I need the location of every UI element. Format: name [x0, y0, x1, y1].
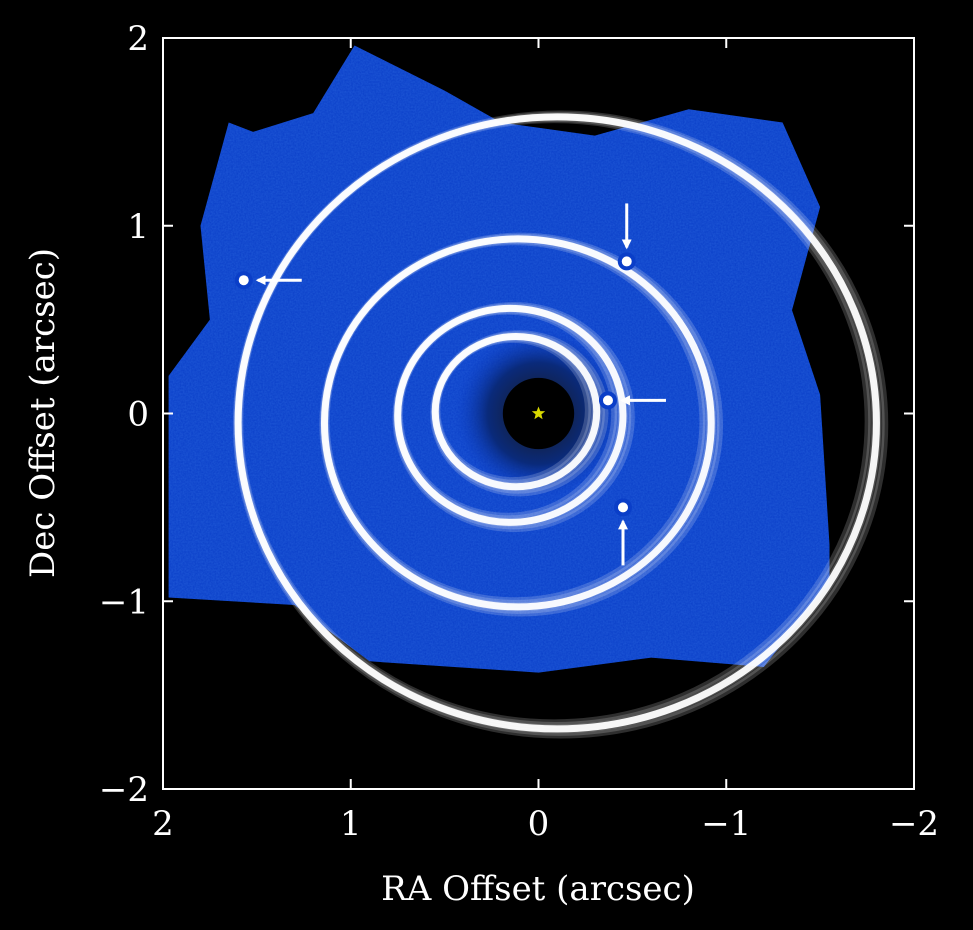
x-axis-label: RA Offset (arcsec) — [381, 869, 695, 909]
x-axis-ticks: 2 1 0 −1 −2 — [152, 38, 939, 844]
orbit-3 — [392, 302, 635, 532]
x-tick-label: −1 — [701, 804, 751, 844]
planet-point — [617, 502, 628, 513]
y-tick-label: 0 — [127, 395, 149, 435]
orbit-2 — [319, 232, 724, 617]
host-star — [531, 406, 546, 420]
planet-3 — [598, 391, 666, 410]
y-tick-label: 2 — [127, 19, 149, 59]
planet-2 — [617, 203, 636, 271]
planet-point — [621, 256, 632, 267]
planet-point — [602, 395, 613, 406]
planet-markers — [234, 203, 666, 566]
x-tick-label: 1 — [340, 804, 362, 844]
orbit-1 — [232, 110, 889, 739]
y-tick-label: −1 — [99, 582, 149, 622]
planet-1 — [234, 271, 302, 290]
x-tick-label: −2 — [889, 804, 939, 844]
orbit-track — [234, 113, 880, 733]
orbit-4 — [430, 330, 609, 497]
plot-area — [168, 45, 889, 739]
orbit-track — [320, 235, 715, 611]
planet-4 — [613, 498, 632, 566]
orbit-track — [431, 333, 601, 491]
planet-point — [238, 275, 249, 286]
x-tick-label: 2 — [152, 804, 174, 844]
x-tick-label: 0 — [528, 804, 550, 844]
y-tick-label: 1 — [127, 207, 149, 247]
y-tick-label: −2 — [99, 770, 149, 810]
orbit-tracks — [232, 110, 889, 739]
orbit-track — [394, 304, 627, 526]
detector-image — [168, 45, 830, 673]
y-axis-label: Dec Offset (arcsec) — [23, 248, 63, 578]
y-axis-ticks: −2 −1 0 1 2 — [99, 19, 914, 810]
